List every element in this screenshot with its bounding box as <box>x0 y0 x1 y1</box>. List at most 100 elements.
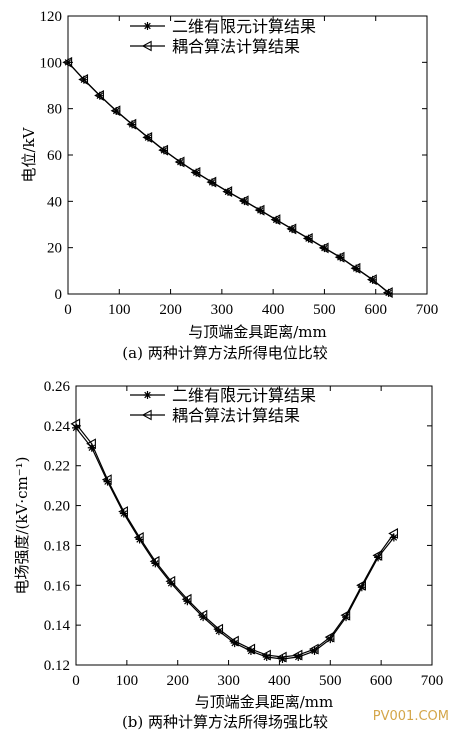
y-tick-label: 60 <box>47 148 62 164</box>
data-point-triangle <box>318 242 329 254</box>
data-point-triangle <box>181 593 192 605</box>
data-point-triangle <box>62 56 73 68</box>
y-tick-label: 0.26 <box>44 379 71 395</box>
chart-panel-a: 0 100 200 300 400 500 600 700 0 20 40 60 80 100 120 与顶端… <box>20 9 438 362</box>
y-tick-label: 0.18 <box>44 538 70 554</box>
data-point-star <box>384 288 393 297</box>
data-point-triangle <box>261 649 271 661</box>
data-point-triangle <box>324 631 335 643</box>
data-point-triangle <box>126 118 137 130</box>
x-tick-label: 400 <box>268 673 291 689</box>
y-tick-label: 20 <box>47 241 62 257</box>
data-point-triangle <box>367 274 377 286</box>
x-tick-label: 0 <box>64 302 72 318</box>
x-tick-label: 200 <box>166 673 189 689</box>
y-tick-label: 0 <box>55 287 63 303</box>
data-point-triangle <box>276 651 287 663</box>
x-tick-label: 300 <box>211 302 234 318</box>
data-point-triangle <box>222 186 233 198</box>
x-tick-label: 100 <box>116 673 139 689</box>
data-point-triangle <box>174 156 185 168</box>
x-tick-label: 600 <box>364 302 387 318</box>
legend-star-marker <box>143 391 152 399</box>
y-tick-label: 0.12 <box>44 658 70 674</box>
data-point-triangle <box>356 579 366 591</box>
data-point-triangle <box>78 74 89 85</box>
data-point-triangle <box>270 214 281 226</box>
legend-label: 二维有限元计算结果 <box>172 17 316 36</box>
chart-caption: (a) 两种计算方法所得电位比较 <box>122 344 327 362</box>
plot-frame <box>75 385 433 666</box>
data-point-triangle <box>190 166 201 178</box>
data-point-triangle <box>302 232 313 244</box>
x-axis-label: 与顶端金具距离/mm <box>188 323 327 341</box>
data-point-triangle <box>229 635 239 647</box>
data-point-triangle <box>110 105 121 117</box>
chart-caption: (b) 两种计算方法所得场强比较 <box>122 713 328 731</box>
y-axis-label: 电场强度/(kV·cm⁻¹) <box>13 456 31 594</box>
legend-triangle-marker <box>141 409 152 421</box>
data-point-triangle <box>101 474 112 486</box>
data-point-triangle <box>382 287 393 299</box>
y-tick-label: 0.20 <box>44 499 70 515</box>
x-axis-label: 与顶端金具距离/mm <box>195 693 334 711</box>
data-point-triangle <box>142 131 153 143</box>
data-point-star <box>87 443 96 452</box>
data-point-triangle <box>238 195 249 207</box>
chart-panel-b: 0 100 200 300 400 500 600 700 0.12 0.14 0.16 0.18 0.… <box>13 379 443 731</box>
data-point-triangle <box>372 549 383 561</box>
y-tick-label: 120 <box>40 9 63 25</box>
data-point-triangle <box>340 609 351 621</box>
data-point-triangle <box>308 643 319 655</box>
x-tick-label: 500 <box>319 673 342 689</box>
data-point-triangle <box>197 609 208 621</box>
data-point-triangle <box>149 555 160 567</box>
data-point-triangle <box>254 204 265 216</box>
x-tick-label: 300 <box>217 673 240 689</box>
data-point-star <box>389 533 398 542</box>
y-tick-label: 100 <box>40 55 63 71</box>
data-point-triangle <box>165 575 176 587</box>
series-line-2 <box>75 423 395 658</box>
x-tick-label: 600 <box>370 673 393 689</box>
data-point-triangle <box>206 176 217 188</box>
data-point-triangle <box>118 506 128 517</box>
x-tick-label: 400 <box>262 302 285 318</box>
data-point-triangle <box>350 262 361 274</box>
y-tick-label: 0.22 <box>44 459 70 475</box>
x-tick-label: 700 <box>421 673 444 689</box>
data-point-triangle <box>158 144 169 156</box>
data-point-triangle <box>213 623 224 635</box>
data-point-triangle <box>286 223 297 235</box>
y-axis-label: 电位/kV <box>20 126 38 182</box>
data-point-triangle <box>334 251 345 263</box>
y-tick-label: 80 <box>47 102 62 118</box>
legend-star-marker <box>143 22 152 30</box>
series-line-2 <box>67 61 389 294</box>
legend-label: 耦合算法计算结果 <box>172 37 300 56</box>
data-point-triangle <box>133 532 144 543</box>
x-tick-label: 100 <box>108 302 131 318</box>
plot-frame <box>67 15 428 295</box>
legend-label: 二维有限元计算结果 <box>172 386 316 405</box>
data-point-triangle <box>292 649 303 661</box>
data-point-triangle <box>70 418 81 430</box>
y-tick-label: 0.24 <box>44 419 71 435</box>
y-tick-label: 40 <box>47 194 62 210</box>
series-line-1 <box>75 427 395 660</box>
x-tick-label: 0 <box>72 673 80 689</box>
data-point-triangle <box>388 528 399 539</box>
data-point-star <box>72 423 80 432</box>
x-tick-label: 700 <box>416 302 439 318</box>
legend-triangle-marker <box>141 40 152 52</box>
data-point-triangle <box>245 643 256 655</box>
y-tick-label: 0.16 <box>44 578 71 594</box>
legend-label: 耦合算法计算结果 <box>172 406 300 425</box>
data-point-triangle <box>94 90 104 101</box>
data-point-triangle <box>86 438 96 450</box>
y-tick-label: 0.14 <box>44 618 71 634</box>
x-tick-label: 200 <box>159 302 182 318</box>
